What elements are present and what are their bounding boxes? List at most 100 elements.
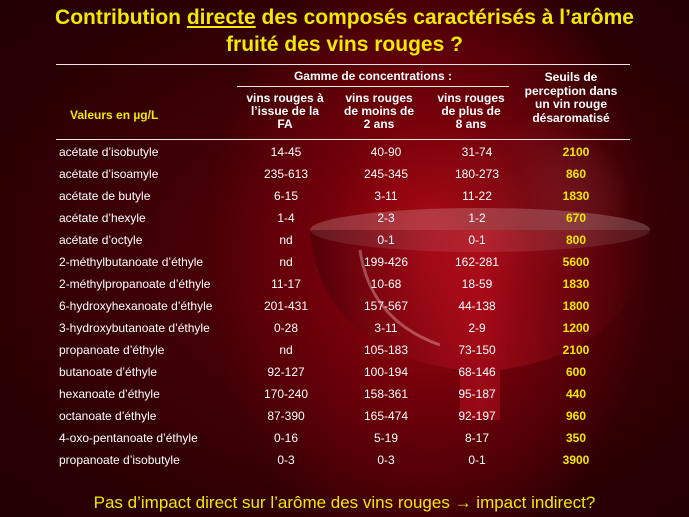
value-lt2: 5-19 xyxy=(373,431,399,445)
column-header-gt8: vins rouges de plus de 8 ans xyxy=(437,91,505,131)
value-gt8: 68-146 xyxy=(458,365,496,379)
compound-name: 4-oxo-pentanoate d’éthyle xyxy=(59,431,198,445)
value-fa: 201-431 xyxy=(263,299,309,313)
table-row: 4-oxo-pentanoate d’éthyle 0-16 5-19 8-17 350 xyxy=(56,427,630,449)
table-row: 3-hydroxybutanoate d’éthyle 0-28 3-11 2-9 12… xyxy=(56,317,630,339)
value-threshold: 440 xyxy=(565,387,587,401)
value-threshold: 3900 xyxy=(562,453,590,467)
value-threshold: 5600 xyxy=(562,255,590,269)
group-header: Gamme de concentrations : xyxy=(293,69,453,83)
value-lt2: 157-567 xyxy=(363,299,409,313)
row-label-header: Valeurs en µg/L xyxy=(70,108,159,122)
value-gt8: 162-281 xyxy=(454,255,500,269)
compound-name: acétate d’octyle xyxy=(59,233,143,247)
column-header-lt2: vins rouges de moins de 2 ans xyxy=(343,91,414,131)
title-part2: des composés caractérisés à l’arôme xyxy=(255,6,634,29)
value-gt8: 95-187 xyxy=(458,387,496,401)
value-threshold: 350 xyxy=(565,431,587,445)
value-fa: nd xyxy=(279,255,293,269)
value-fa: 0-28 xyxy=(273,321,299,335)
value-fa: 11-17 xyxy=(271,277,301,291)
value-threshold: 960 xyxy=(565,409,587,423)
value-fa: 92-127 xyxy=(267,365,305,379)
compound-name: acétate de butyle xyxy=(59,189,151,203)
group-header-rule xyxy=(237,86,509,87)
compound-name: acétate d’hexyle xyxy=(59,211,146,225)
slide-title: Contribution directe des composés caract… xyxy=(0,4,689,58)
compound-name: propanoate d’éthyle xyxy=(59,343,165,357)
value-fa: 1-4 xyxy=(277,211,295,225)
value-fa: 0-16 xyxy=(273,431,299,445)
value-gt8: 44-138 xyxy=(458,299,496,313)
value-threshold: 1200 xyxy=(562,321,590,335)
title-part1: Contribution xyxy=(55,6,187,29)
table-top-rule xyxy=(56,64,630,65)
value-gt8: 11-22 xyxy=(462,189,492,203)
value-lt2: 245-345 xyxy=(363,167,409,181)
table-row: 2-méthylbutanoate d’éthyle nd 199-426 162-2… xyxy=(56,251,630,273)
table-row: 2-méthylpropanoate d’éthyle 11-17 10-68 18-… xyxy=(56,273,630,295)
value-gt8: 73-150 xyxy=(458,343,496,357)
value-lt2: 3-11 xyxy=(374,189,398,203)
compound-name: acétate d’isobutyle xyxy=(59,145,159,159)
value-fa: 6-15 xyxy=(273,189,299,203)
value-lt2: 0-3 xyxy=(377,453,395,467)
table-row: acétate d’isobutyle 14-45 40-90 31-74 2100 xyxy=(56,141,630,163)
value-lt2: 199-426 xyxy=(363,255,409,269)
value-threshold: 1800 xyxy=(562,299,590,313)
compound-name: hexanoate d’éthyle xyxy=(59,387,160,401)
table-row: propanoate d’éthyle nd 105-183 73-150 2100 xyxy=(56,339,630,361)
compound-name: 6-hydroxyhexanoate d’éthyle xyxy=(59,299,213,313)
value-fa: 14-45 xyxy=(270,145,302,159)
table-row: 6-hydroxyhexanoate d’éthyle 201-431 157-56… xyxy=(56,295,630,317)
compound-name: propanoate d’isobutyle xyxy=(59,453,180,467)
table-row: hexanoate d’éthyle 170-240 158-361 95-187 44… xyxy=(56,383,630,405)
value-fa: 0-3 xyxy=(277,453,295,467)
value-threshold: 860 xyxy=(565,167,587,181)
value-gt8: 0-1 xyxy=(468,233,486,247)
value-threshold: 670 xyxy=(565,211,587,225)
compound-name: 2-méthylbutanoate d’éthyle xyxy=(59,255,204,269)
value-threshold: 1830 xyxy=(562,277,590,291)
title-underlined: directe xyxy=(186,6,256,29)
value-lt2: 3-11 xyxy=(374,321,398,335)
table-row: butanoate d’éthyle 92-127 100-194 68-146 600 xyxy=(56,361,630,383)
footer-note: Pas d’impact direct sur l’arôme des vins… xyxy=(93,493,596,512)
value-gt8: 31-74 xyxy=(461,145,493,159)
value-gt8: 180-273 xyxy=(454,167,500,181)
compound-name: acétate d’isoamyle xyxy=(59,167,159,181)
value-lt2: 158-361 xyxy=(363,387,409,401)
table-row: acétate d’hexyle 1-4 2-3 1-2 670 xyxy=(56,207,630,229)
threshold-header: Seuils de perception dans un vin rouge désa… xyxy=(524,70,618,125)
value-threshold: 1830 xyxy=(562,189,590,203)
value-fa: 235-613 xyxy=(263,167,309,181)
table-row: acétate d’isoamyle 235-613 245-345 180-273 8… xyxy=(56,163,630,185)
value-lt2: 2-3 xyxy=(377,211,395,225)
value-lt2: 0-1 xyxy=(377,233,395,247)
compound-name: 3-hydroxybutanoate d’éthyle xyxy=(59,321,210,335)
value-lt2: 10-68 xyxy=(370,277,402,291)
value-threshold: 800 xyxy=(565,233,587,247)
value-gt8: 18-59 xyxy=(461,277,493,291)
value-fa: nd xyxy=(279,233,293,247)
value-fa: 170-240 xyxy=(263,387,309,401)
column-header-fa: vins rouges à l’issue de la FA xyxy=(246,91,324,131)
table-row: propanoate d’isobutyle 0-3 0-3 0-1 3900 xyxy=(56,449,630,471)
table-header-rule xyxy=(56,139,630,140)
value-threshold: 2100 xyxy=(562,145,590,159)
table-row: acétate d’octyle nd 0-1 0-1 800 xyxy=(56,229,630,251)
value-lt2: 100-194 xyxy=(363,365,409,379)
value-threshold: 2100 xyxy=(562,343,590,357)
value-gt8: 8-17 xyxy=(464,431,490,445)
value-gt8: 92-197 xyxy=(458,409,496,423)
compound-name: butanoate d’éthyle xyxy=(59,365,158,379)
compound-name: 2-méthylpropanoate d’éthyle xyxy=(59,277,211,291)
value-gt8: 1-2 xyxy=(468,211,486,225)
value-gt8: 2-9 xyxy=(468,321,486,335)
table-row: acétate de butyle 6-15 3-11 11-22 1830 xyxy=(56,185,630,207)
title-line2: fruité des vins rouges ? xyxy=(226,33,463,56)
value-lt2: 165-474 xyxy=(363,409,409,423)
table-row: octanoate d’éthyle 87-390 165-474 92-197 960 xyxy=(56,405,630,427)
value-lt2: 40-90 xyxy=(370,145,402,159)
value-gt8: 0-1 xyxy=(468,453,486,467)
